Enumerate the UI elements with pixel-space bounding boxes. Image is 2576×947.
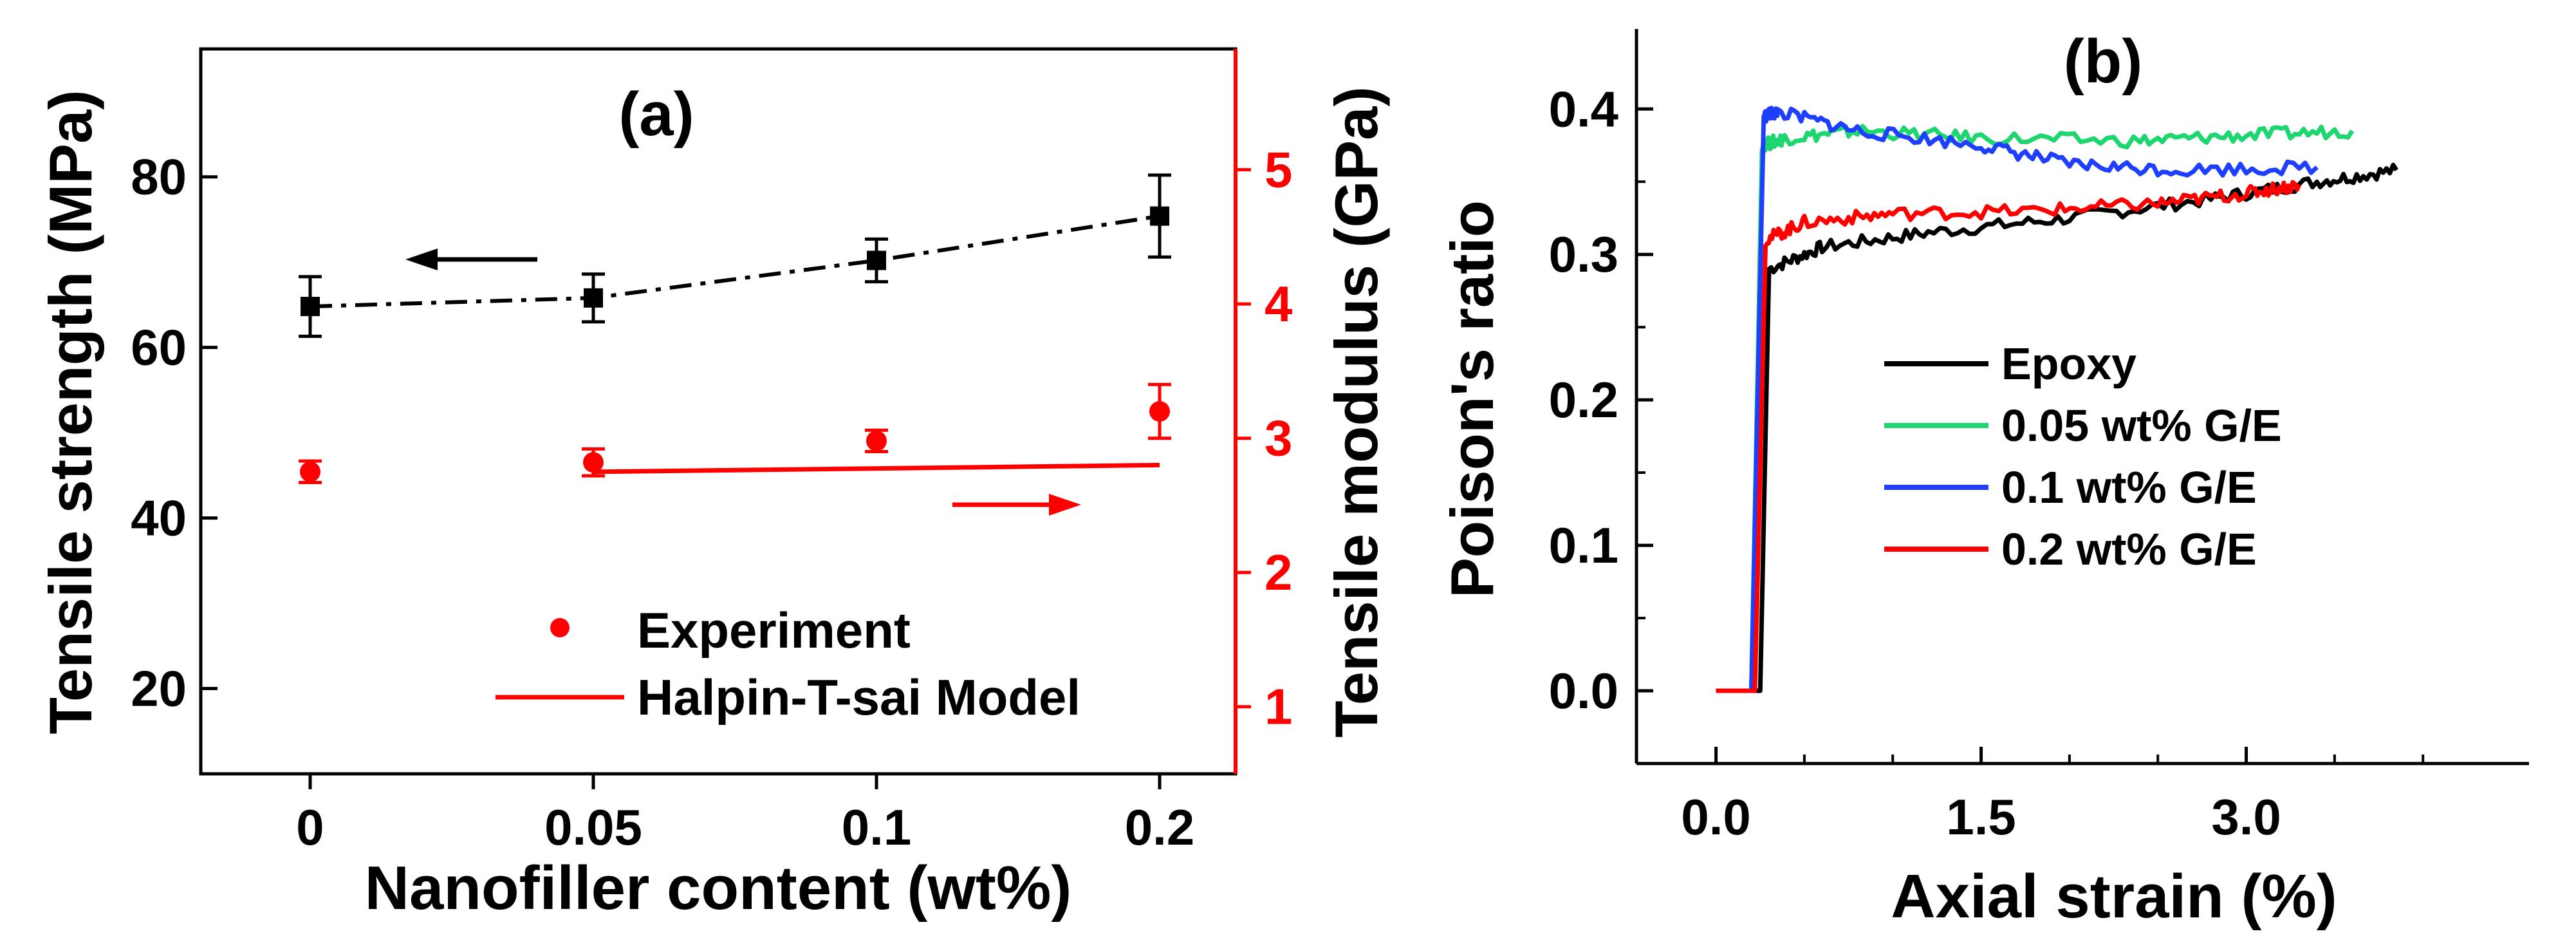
strength-trend-line: [310, 214, 1160, 309]
panel-a-x-tick-label: 0.05: [544, 799, 642, 856]
panel-a-y-tick-label: 40: [131, 490, 187, 547]
panel-b-ticks: 0.0 1.5 3.0 0.0 0.1 0.2 0.3 0.4: [1549, 80, 2425, 845]
modulus-experiment-point: [1149, 401, 1170, 422]
panel-a-y-tick-label: 80: [131, 149, 187, 205]
modulus-experiment-point: [866, 430, 887, 451]
legend-label-1: Epoxy: [2001, 339, 2136, 389]
legend-label-4: 0.2 wt% G/E: [2001, 524, 2257, 574]
panel-b-xlabel: Axial strain (%): [1891, 862, 2337, 931]
panel-a-y-right-tick-label: 2: [1265, 544, 1292, 601]
panel-b-label: (b): [2064, 27, 2143, 96]
panel-a-ylabel: Tensile strength (MPa): [37, 89, 104, 734]
panel-b-y-tick-label: 0.0: [1549, 662, 1618, 719]
panel-a-x-tick-label: 0.2: [1125, 799, 1194, 856]
panel-a-legend: Experiment Halpin-T-sai Model: [496, 602, 1080, 726]
panel-a-ylabel-right: Tensile modulus (GPa): [1322, 86, 1390, 738]
panel-a-ticks: 0 0.05 0.1 0.2 20 40 60 80 1 2 3 4 5: [131, 142, 1292, 856]
panel-b-y-tick-label: 0.3: [1549, 226, 1618, 283]
panel-b-legend: Epoxy 0.05 wt% G/E 0.1 wt% G/E 0.2 wt% G/E: [1884, 339, 2282, 574]
halpin-tsai-model-line: [593, 462, 1160, 474]
modulus-axis-arrow: [952, 494, 1081, 516]
panel-a-x-tick-label: 0: [296, 799, 324, 856]
panel-a-label: (a): [618, 80, 694, 149]
strength-point: [584, 288, 603, 308]
legend-experiment-marker: [550, 618, 570, 637]
panel-a-y-tick-label: 20: [131, 661, 187, 717]
panel-a-y-right-tick-label: 3: [1265, 410, 1292, 467]
series-line-3: [1716, 106, 2319, 693]
series-line-1: [1716, 162, 2398, 693]
panel-a-frame: [199, 47, 1237, 776]
panel-a-xlabel: Nanofiller content (wt%): [365, 854, 1072, 923]
panel-b-x-tick-label: 0.0: [1681, 789, 1750, 845]
panel-b-ylabel: Poison's ratio: [1438, 200, 1506, 598]
legend-label-3: 0.1 wt% G/E: [2001, 462, 2257, 512]
strength-point: [867, 250, 886, 270]
panel-b-series: [1716, 106, 2398, 693]
panel-b-x-tick-label: 1.5: [1946, 789, 2015, 845]
panel-a-x-tick-label: 0.1: [842, 799, 911, 856]
panel-b-x-tick-label: 3.0: [2211, 789, 2281, 845]
panel-b-y-tick-label: 0.1: [1549, 517, 1618, 574]
strength-axis-arrow: [405, 248, 537, 270]
legend-experiment-label: Experiment: [637, 602, 911, 659]
panel-a-series: [299, 173, 1171, 485]
panel-a-y-right-tick-label: 5: [1265, 142, 1292, 198]
panel-a: 0 0.05 0.1 0.2 20 40 60 80 1 2 3 4 5 (a) Nanofiller …: [37, 47, 1390, 923]
modulus-experiment-point: [583, 452, 604, 473]
legend-label-2: 0.05 wt% G/E: [2001, 400, 2282, 451]
modulus-experiment-point: [300, 461, 320, 482]
panel-b: 0.0 1.5 3.0 0.0 0.1 0.2 0.3 0.4 (b) Axial strai…: [1438, 27, 2529, 931]
series-line-2: [1716, 124, 2355, 693]
panel-a-y-right-tick-label: 4: [1265, 276, 1292, 332]
strength-point: [1150, 206, 1169, 226]
strength-point: [301, 297, 320, 317]
panel-a-y-right-tick-label: 1: [1265, 679, 1292, 735]
legend-model-label: Halpin-T-sai Model: [637, 669, 1080, 726]
series-line-4: [1716, 180, 2302, 693]
panel-b-y-tick-label: 0.4: [1549, 80, 1618, 137]
panel-b-y-tick-label: 0.2: [1549, 371, 1618, 428]
panel-a-y-tick-label: 60: [131, 319, 187, 376]
